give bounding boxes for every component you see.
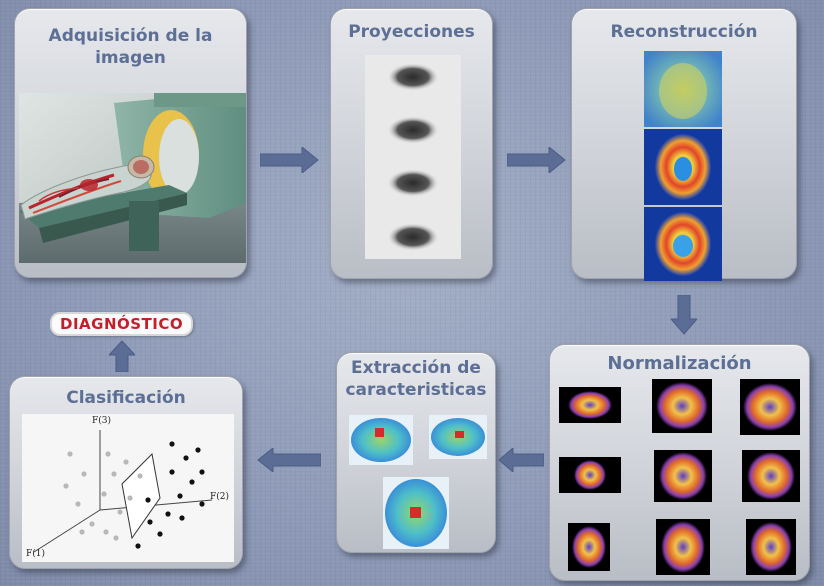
arrow-left-icon	[257, 448, 321, 472]
projection-2	[387, 116, 439, 144]
panel-title-reconstruccion: Reconstrucción	[610, 22, 758, 42]
arrow-right-icon	[507, 147, 566, 173]
panel-proyecciones: Proyecciones	[330, 8, 493, 279]
panel-reconstruccion: Reconstrucción	[571, 8, 797, 281]
reconstruction-stack	[644, 51, 722, 281]
axis-label-f2: F(2)	[210, 492, 229, 502]
panel-title-proyecciones: Proyecciones	[348, 22, 475, 42]
arrow-up-icon	[109, 340, 135, 372]
panel-title-normalizacion: Normalización	[607, 353, 752, 374]
panel-title-extraccion-1: Extracción de	[351, 358, 481, 378]
panel-title-adquisicion: Adquisición de la imagen	[48, 26, 213, 68]
projections-strip	[365, 55, 461, 259]
panel-title-clasificacion: Clasificación	[66, 388, 186, 408]
panel-normalizacion: Normalización	[549, 344, 810, 581]
projection-1	[387, 63, 439, 91]
diagnostico-label: DIAGNÓSTICO	[50, 312, 194, 336]
axis-label-f3: F(3)	[92, 416, 111, 426]
classification-plot: F(3) F(2) F(1)	[22, 414, 234, 562]
scanner-illustration	[19, 93, 246, 263]
arrow-down-icon	[671, 295, 697, 335]
normalized-slices-grid	[559, 379, 800, 575]
panel-adquisicion: Adquisición de la imagen	[14, 8, 247, 278]
arrow-right-icon	[260, 147, 319, 173]
projection-3	[387, 169, 439, 197]
arrow-left-icon	[498, 448, 544, 472]
features-images	[349, 415, 487, 549]
panel-clasificacion: Clasificación	[9, 376, 243, 569]
panel-extraccion: Extracción de caracteristicas	[336, 352, 496, 553]
axis-label-f1: F(1)	[26, 549, 45, 559]
projection-4	[387, 223, 439, 251]
panel-title-extraccion-2: caracteristicas	[345, 380, 487, 400]
